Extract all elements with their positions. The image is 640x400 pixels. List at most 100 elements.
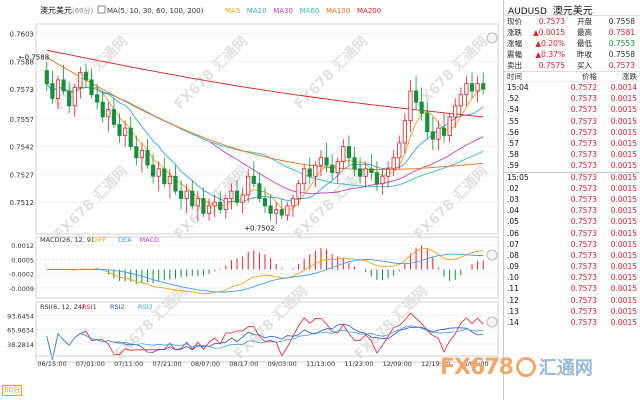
tick-time: .04: [507, 206, 519, 216]
candle-body: [330, 164, 335, 173]
candle-body: [100, 101, 105, 118]
quote-panel: AUDUSD 澳元美元 现价 0.7573 开盘 0.7558 涨跌 ▲0.0015 最高 0…: [503, 0, 640, 400]
tick-price: 0.7573: [570, 284, 597, 294]
quote-value: 0.7573: [608, 61, 635, 70]
tick-change: 0.0015: [610, 228, 637, 238]
quote-symbol-code: AUDUSD: [508, 7, 547, 16]
tick-time: .58: [507, 150, 519, 160]
ma-toggle-checkbox[interactable]: [97, 5, 106, 14]
tick-change: 0.0015: [610, 250, 637, 260]
candle-body: [212, 201, 217, 207]
tick-row: .14 0.7573 0.0015: [504, 317, 640, 328]
watermark: FX678 汇通网: [412, 33, 492, 113]
tick-row: .05 0.7573 0.0015: [504, 216, 640, 227]
candle-body: [201, 198, 206, 214]
candle-body: [257, 183, 262, 199]
tick-price: 0.7573: [570, 239, 597, 249]
scroll-arrow-icon[interactable]: [486, 32, 498, 44]
candle-body: [341, 146, 346, 162]
scroll-arrow-icon[interactable]: [486, 249, 498, 261]
candle-body: [374, 172, 379, 185]
tick-time: .56: [507, 127, 519, 137]
rsi-line-2: [46, 323, 484, 360]
candle-body: [363, 168, 368, 177]
x-tick-label: 08/17:00: [229, 360, 258, 368]
quote-row: 现价 0.7573 开盘 0.7558: [504, 16, 640, 27]
rsi-line-3: [46, 325, 484, 360]
x-tick-label: 12/19:00: [421, 360, 450, 368]
tick-row: 15:05 0.7573 0.0015: [504, 171, 640, 183]
tick-row: .08 0.7573 0.0015: [504, 250, 640, 261]
rsi-params-label: RSI(6, 12, 24): [40, 303, 85, 311]
candle-body: [285, 205, 290, 216]
tick-change: 0.0015: [610, 262, 637, 272]
candle-body: [234, 190, 240, 203]
candle-body: [151, 164, 156, 177]
tick-change: 0.0015: [610, 239, 637, 249]
x-tick-label: 08/07:00: [191, 360, 220, 368]
watermark: FX678 汇通网: [172, 163, 252, 243]
tick-row: .13 0.7573 0.0015: [504, 306, 640, 317]
candle-body: [83, 72, 89, 81]
macd-tick-label: -0.0002: [9, 271, 34, 279]
x-tick-label: 11/13:00: [306, 360, 335, 368]
tick-time: .54: [507, 105, 519, 115]
quote-value: 0.7558: [608, 17, 635, 26]
candle-body: [251, 175, 256, 185]
candle-body: [240, 194, 245, 203]
rsi-line-1: [46, 312, 484, 360]
candle-body: [178, 190, 184, 199]
period-tab[interactable]: 60分: [2, 385, 22, 396]
macd-tick-label: 0.0005: [11, 256, 34, 264]
tick-row: .04 0.7573 0.0015: [504, 205, 640, 216]
quote-row: 涨幅 ▲0.20% 最低 0.7553: [504, 38, 640, 49]
tick-time: .14: [507, 318, 519, 328]
candle-body: [123, 127, 128, 136]
x-tick-label: 12/09:00: [383, 360, 412, 368]
tick-price: 0.7573: [570, 183, 597, 193]
high-annotation: ←0.7588: [19, 53, 49, 61]
tick-row: .52 0.7573 0.0015: [504, 93, 640, 104]
tick-change: 0.0015: [610, 183, 637, 193]
tick-row: .54 0.7573 0.0015: [504, 104, 640, 115]
quote-value: 0.7573: [538, 17, 565, 26]
tick-time: .03: [507, 194, 519, 204]
price-tick-label: 0.7512: [10, 199, 35, 207]
tick-change: 0.0015: [610, 217, 637, 227]
quote-value: 0.7575: [538, 61, 565, 70]
ma-params-label: MA(5, 10, 30, 60, 100, 200): [107, 7, 204, 15]
candle-body: [268, 205, 273, 214]
scroll-arrow-icon[interactable]: [486, 316, 498, 328]
macd-legend-dea: DEA: [118, 236, 132, 244]
candle-body: [324, 157, 329, 166]
tick-row: .58 0.7573 0.0015: [504, 149, 640, 160]
candle-body: [458, 94, 463, 107]
candle-body: [106, 109, 111, 118]
candle-body: [50, 83, 55, 99]
x-tick-label: 06/15:00: [37, 360, 66, 368]
tick-price: 0.7572: [570, 83, 597, 93]
candle-body: [318, 157, 324, 166]
chart-area[interactable]: FX678 汇通网 FX678 汇通网 FX678 汇通网 FX678 汇通网 FX67…: [0, 0, 502, 400]
candlestick-chart[interactable]: FX678 汇通网 FX678 汇通网 FX678 汇通网 FX678 汇通网 FX67…: [0, 0, 502, 400]
quote-row: 涨跌 ▲0.0015 最高 0.7581: [504, 27, 640, 38]
quote-symbol-name: 澳元美元: [552, 6, 593, 16]
price-tick-label: 0.7542: [10, 144, 35, 152]
ma-legend-ma10: MA10: [247, 7, 267, 15]
candle-body: [184, 190, 189, 199]
tick-change: 0.0015: [610, 273, 637, 283]
candle-body: [279, 209, 284, 216]
ma-legend-ma30: MA30: [273, 7, 293, 15]
ma-legend-ma60: MA60: [300, 7, 320, 15]
candle-body: [419, 101, 424, 114]
tick-list[interactable]: 15:04 0.7572 0.0014 .52 0.7573 0.0015 .54 0.757…: [504, 82, 640, 328]
ticks-header: 时间 价格 涨跌: [504, 71, 640, 82]
candle-body: [464, 83, 469, 96]
price-tick-label: 0.7557: [10, 116, 35, 124]
tick-time: .12: [507, 295, 519, 305]
candle-body: [67, 90, 72, 107]
tick-price: 0.7573: [570, 318, 597, 328]
tick-time: .09: [507, 262, 519, 272]
tick-time: .08: [507, 250, 519, 260]
tick-row: .12 0.7573 0.0015: [504, 295, 640, 306]
